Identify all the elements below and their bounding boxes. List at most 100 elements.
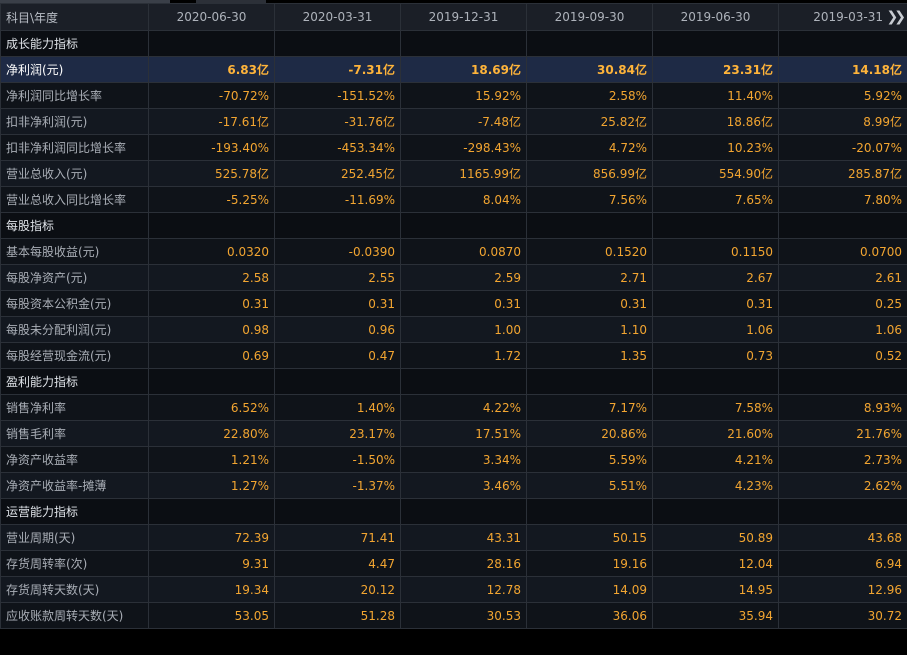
- value-cell: 15.92%: [400, 82, 527, 109]
- value-cell: 43.68: [778, 524, 907, 551]
- table-row[interactable]: 扣非净利润(元) -17.61亿 -31.76亿 -7.48亿 25.82亿 18.86亿…: [0, 108, 907, 135]
- row-label: 基本每股收益(元): [0, 238, 149, 265]
- table-row[interactable]: 销售净利率 6.52% 1.40% 4.22% 7.17% 7.58% 8.93%: [0, 394, 907, 421]
- value-cell: 28.16: [400, 550, 527, 577]
- value-cell: -453.34%: [274, 134, 401, 161]
- row-label: 存货周转率(次): [0, 550, 149, 577]
- row-label: 每股未分配利润(元): [0, 316, 149, 343]
- value-cell: 0.25: [778, 290, 907, 317]
- table-row[interactable]: 营业周期(天) 72.39 71.41 43.31 50.15 50.89 43.68: [0, 524, 907, 551]
- section-empty-cell: [148, 30, 275, 57]
- row-label: 营业周期(天): [0, 524, 149, 551]
- section-empty-cell: [652, 30, 779, 57]
- row-label: 营业总收入(元): [0, 160, 149, 187]
- value-cell: 3.46%: [400, 472, 527, 499]
- section-empty-cell: [652, 368, 779, 395]
- value-cell: 7.56%: [526, 186, 653, 213]
- financial-table: 科目\年度 2020-06-30 2020-03-31 2019-12-31 2…: [0, 3, 907, 629]
- value-cell: 856.99亿: [526, 160, 653, 187]
- row-label: 营业总收入同比增长率: [0, 186, 149, 213]
- value-cell: 1165.99亿: [400, 160, 527, 187]
- value-cell: 6.94: [778, 550, 907, 577]
- column-header-period[interactable]: 2019-06-30: [652, 3, 779, 31]
- section-header-row: 每股指标: [0, 212, 907, 239]
- double-chevron-right-icon[interactable]: ❯❯: [886, 9, 907, 25]
- column-header-period[interactable]: 2020-06-30: [148, 3, 275, 31]
- column-header-period[interactable]: 2019-09-30: [526, 3, 653, 31]
- value-cell: 1.10: [526, 316, 653, 343]
- value-cell: -20.07%: [778, 134, 907, 161]
- value-cell: -7.31亿: [274, 56, 401, 83]
- table-row[interactable]: 扣非净利润同比增长率 -193.40% -453.34% -298.43% 4.72% 1…: [0, 134, 907, 161]
- table-row[interactable]: 每股资本公积金(元) 0.31 0.31 0.31 0.31 0.31 0.25: [0, 290, 907, 317]
- value-cell: 1.21%: [148, 446, 275, 473]
- table-row[interactable]: 营业总收入同比增长率 -5.25% -11.69% 8.04% 7.56% 7.65% 7.…: [0, 186, 907, 213]
- value-cell: 285.87亿: [778, 160, 907, 187]
- value-cell: 0.0870: [400, 238, 527, 265]
- table-row[interactable]: 营业总收入(元) 525.78亿 252.45亿 1165.99亿 856.99亿 554…: [0, 160, 907, 187]
- value-cell: 4.21%: [652, 446, 779, 473]
- column-header-period[interactable]: 2020-03-31: [274, 3, 401, 31]
- value-cell: 71.41: [274, 524, 401, 551]
- table-row[interactable]: 净资产收益率-摊薄 1.27% -1.37% 3.46% 5.51% 4.23% 2.62%: [0, 472, 907, 499]
- value-cell: 4.72%: [526, 134, 653, 161]
- top-tab[interactable]: [0, 0, 170, 3]
- value-cell: 525.78亿: [148, 160, 275, 187]
- value-cell: 11.40%: [652, 82, 779, 109]
- table-row[interactable]: 存货周转率(次) 9.31 4.47 28.16 19.16 12.04 6.94: [0, 550, 907, 577]
- value-cell: 12.96: [778, 576, 907, 603]
- table-row[interactable]: 净资产收益率 1.21% -1.50% 3.34% 5.59% 4.21% 2.73%: [0, 446, 907, 473]
- top-tab[interactable]: [196, 0, 266, 3]
- value-cell: 0.1150: [652, 238, 779, 265]
- value-cell: 2.58: [148, 264, 275, 291]
- table-row[interactable]: 每股未分配利润(元) 0.98 0.96 1.00 1.10 1.06 1.06: [0, 316, 907, 343]
- value-cell: 0.69: [148, 342, 275, 369]
- section-empty-cell: [400, 368, 527, 395]
- value-cell: 5.92%: [778, 82, 907, 109]
- row-label: 销售净利率: [0, 394, 149, 421]
- section-header-row: 运营能力指标: [0, 498, 907, 525]
- value-cell: 50.89: [652, 524, 779, 551]
- column-header-period[interactable]: 2019-12-31: [400, 3, 527, 31]
- table-row[interactable]: 基本每股收益(元) 0.0320 -0.0390 0.0870 0.1520 0.1150…: [0, 238, 907, 265]
- value-cell: 0.52: [778, 342, 907, 369]
- section-empty-cell: [778, 498, 907, 525]
- value-cell: 4.22%: [400, 394, 527, 421]
- row-label: 每股经营现金流(元): [0, 342, 149, 369]
- table-row[interactable]: 存货周转天数(天) 19.34 20.12 12.78 14.09 14.95 12.96: [0, 576, 907, 603]
- value-cell: -31.76亿: [274, 108, 401, 135]
- column-header-period-last[interactable]: 2019-03-31 ❯❯: [778, 3, 907, 31]
- value-cell: 2.55: [274, 264, 401, 291]
- top-tab-strip: [0, 0, 907, 3]
- section-empty-cell: [400, 498, 527, 525]
- value-cell: -1.50%: [274, 446, 401, 473]
- section-empty-cell: [778, 368, 907, 395]
- value-cell: 6.52%: [148, 394, 275, 421]
- value-cell: -5.25%: [148, 186, 275, 213]
- value-cell: 35.94: [652, 602, 779, 629]
- value-cell: 50.15: [526, 524, 653, 551]
- section-empty-cell: [400, 212, 527, 239]
- table-row[interactable]: 应收账款周转天数(天) 53.05 51.28 30.53 36.06 35.94 30.7…: [0, 602, 907, 629]
- column-header-label[interactable]: 科目\年度: [0, 3, 149, 31]
- section-title: 每股指标: [0, 212, 149, 239]
- value-cell: 22.80%: [148, 420, 275, 447]
- section-empty-cell: [148, 498, 275, 525]
- value-cell: 0.96: [274, 316, 401, 343]
- value-cell: 0.0700: [778, 238, 907, 265]
- row-label: 净利润(元): [0, 56, 149, 83]
- value-cell: -151.52%: [274, 82, 401, 109]
- value-cell: 0.73: [652, 342, 779, 369]
- value-cell: 1.72: [400, 342, 527, 369]
- value-cell: 30.84亿: [526, 56, 653, 83]
- section-empty-cell: [148, 368, 275, 395]
- table-row[interactable]: 净利润(元) 6.83亿 -7.31亿 18.69亿 30.84亿 23.31亿 14.18…: [0, 56, 907, 83]
- section-empty-cell: [274, 368, 401, 395]
- value-cell: 51.28: [274, 602, 401, 629]
- table-row[interactable]: 每股经营现金流(元) 0.69 0.47 1.72 1.35 0.73 0.52: [0, 342, 907, 369]
- value-cell: 7.80%: [778, 186, 907, 213]
- value-cell: 53.05: [148, 602, 275, 629]
- table-row[interactable]: 净利润同比增长率 -70.72% -151.52% 15.92% 2.58% 11.40%…: [0, 82, 907, 109]
- table-row[interactable]: 销售毛利率 22.80% 23.17% 17.51% 20.86% 21.60% 21.76…: [0, 420, 907, 447]
- table-row[interactable]: 每股净资产(元) 2.58 2.55 2.59 2.71 2.67 2.61: [0, 264, 907, 291]
